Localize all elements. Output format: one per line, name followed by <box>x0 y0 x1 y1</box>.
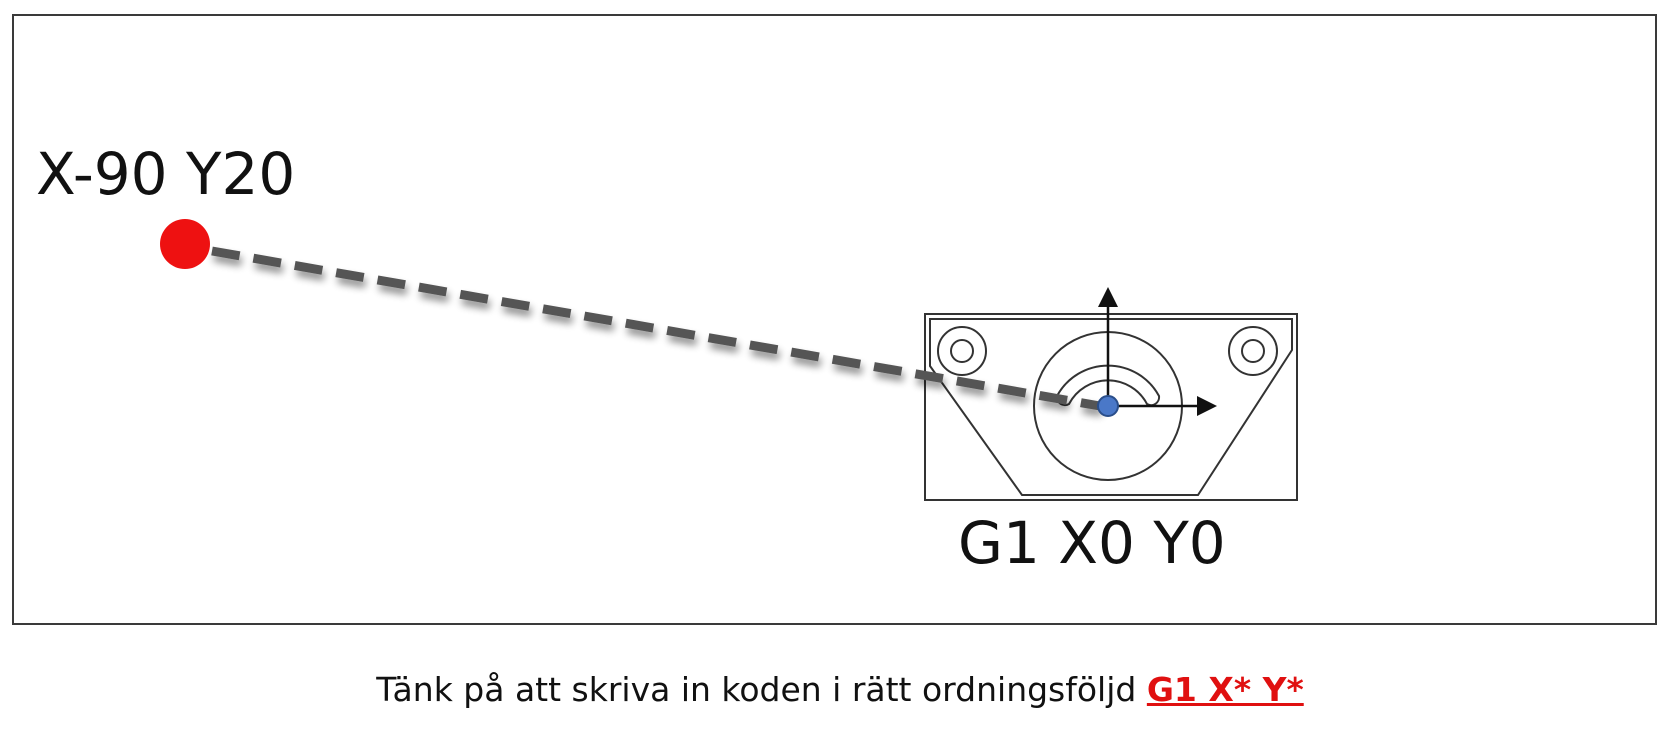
diagram-canvas: X-90 Y20 G1 X0 Y0 <box>36 140 1298 577</box>
kidney-slot <box>1055 364 1161 407</box>
origin-axes <box>1098 287 1217 416</box>
start-point-label: X-90 Y20 <box>36 140 295 208</box>
caption: Tänk på att skriva in koden i rätt ordni… <box>0 670 1680 709</box>
caption-text: Tänk på att skriva in koden i rätt ordni… <box>376 670 1147 709</box>
fixture-outer-rect <box>924 313 1298 501</box>
start-point-marker <box>160 219 210 269</box>
caption-code: G1 X* Y* <box>1146 670 1304 709</box>
fixture-inner-outline <box>929 318 1293 496</box>
mounting-hole-left-outer <box>937 326 987 376</box>
tool-path-dashed-line <box>211 246 1101 411</box>
mounting-hole-left-inner <box>950 339 974 363</box>
end-point-marker <box>1097 395 1119 417</box>
mounting-hole-right-outer <box>1228 326 1278 376</box>
end-point-label: G1 X0 Y0 <box>958 509 1226 577</box>
diagram-frame <box>12 14 1657 625</box>
mounting-hole-right-inner <box>1241 339 1265 363</box>
